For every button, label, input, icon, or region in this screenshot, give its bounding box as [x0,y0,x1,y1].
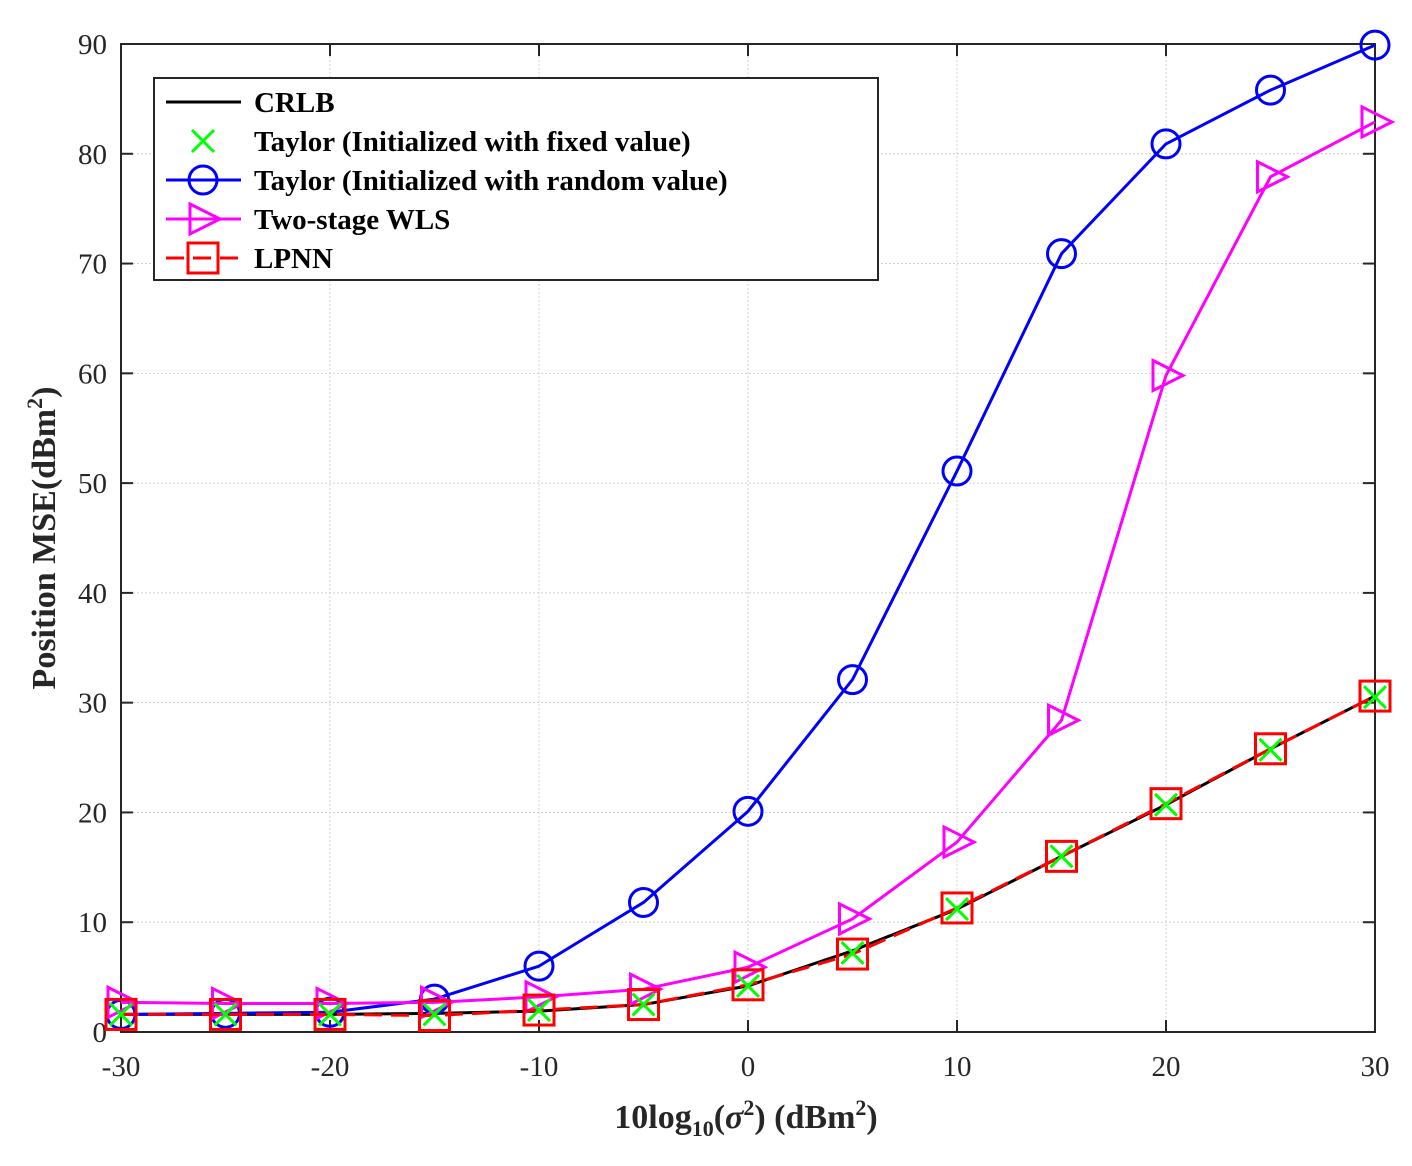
data-point [522,993,556,1027]
data-point [1360,104,1396,140]
data-point [627,988,660,1022]
series-layer [104,29,1396,1033]
y-tick-label: 10 [78,907,107,939]
x-tick-label: -30 [102,1051,141,1083]
data-point [1358,679,1392,713]
x-tick-label: 30 [1361,1051,1390,1083]
legend-label: LPNN [254,243,333,275]
y-tick-label: 90 [78,29,107,61]
legend-marker [190,128,216,154]
y-tick-label: 60 [78,358,107,390]
data-point [523,950,555,982]
legend-label: Taylor (Initialized with fixed value) [254,126,691,158]
series-line [120,120,1376,1005]
x-tick-label: 10 [943,1051,972,1083]
y-tick-label: 30 [78,688,107,720]
y-axis-label: Position MSE(dBm2) [22,387,63,690]
legend-marker [186,241,220,275]
legend-label: Taylor (Initialized with random value) [254,165,728,197]
data-point [732,795,764,827]
data-point [836,937,869,971]
data-point [940,891,974,925]
data-point [213,1002,238,1027]
data-point [1362,685,1388,710]
y-tick-label: 0 [93,1017,108,1049]
x-tick-label: -10 [520,1051,559,1083]
data-point [106,984,142,1020]
x-tick-label: 0 [741,1051,756,1083]
axis-ticks: -30 -20 -10 0 10 20 30 0 10 20 30 40 50 60 70 80 90 [78,29,1390,1083]
data-point [1150,128,1182,160]
legend: CRLB Taylor (Initialized with fixed value… [153,77,879,281]
data-point [1255,74,1286,106]
data-point [526,997,552,1023]
x-tick-label: -20 [311,1051,350,1083]
data-point [838,901,873,937]
data-point [941,455,973,487]
data-point [108,1002,134,1027]
data-point [418,999,451,1033]
data-point [104,997,138,1031]
data-point [731,968,765,1002]
legend-item: LPNN [166,241,333,275]
data-point [524,979,560,1015]
legend-item: Two-stage WLS [166,201,450,237]
y-tick-label: 50 [78,468,107,500]
data-point [840,940,865,966]
y-tick-label: 40 [78,578,107,610]
data-point [1359,29,1391,61]
data-point [313,997,347,1031]
x-axis-label: 10log10(σ2) (dBm2) [614,1095,878,1141]
data-point [1049,844,1074,869]
data-point [317,1002,343,1027]
y-tick-label: 70 [78,249,107,281]
data-point [1153,792,1179,817]
data-point [1258,737,1283,762]
data-point [1254,732,1287,766]
legend-item: CRLB [166,87,335,119]
data-point [209,997,242,1031]
x-tick-label: 20 [1152,1051,1181,1083]
y-tick-label: 80 [78,139,107,171]
data-point [420,984,455,1020]
data-point [942,824,978,860]
series-taylor-initialized-with-fixed-value [108,685,1388,1027]
data-point [837,664,868,696]
data-point [422,1002,447,1027]
data-point [1047,702,1082,738]
data-point [1045,839,1078,873]
legend-label: Two-stage WLS [254,204,450,236]
data-point [733,949,769,985]
data-point [628,886,659,918]
data-point [1149,787,1183,821]
data-point [735,973,761,998]
data-point [944,896,970,922]
legend-marker [188,201,224,237]
data-point [1256,159,1291,195]
data-point [631,992,656,1017]
legend-item: Taylor (Initialized with random value) [166,164,728,197]
legend-box [153,77,879,281]
legend-item: Taylor (Initialized with fixed value) [190,126,691,158]
y-tick-label: 20 [78,797,107,829]
legend-marker [187,164,219,196]
legend-label: CRLB [254,87,335,119]
data-point [1151,358,1187,393]
data-point [1046,238,1077,270]
series-two-stage-wls [106,104,1396,1021]
